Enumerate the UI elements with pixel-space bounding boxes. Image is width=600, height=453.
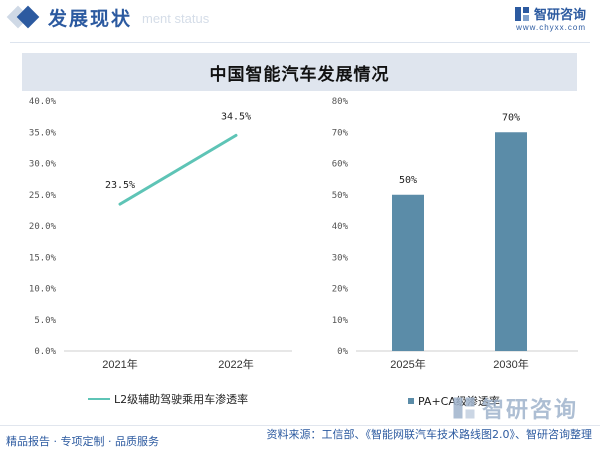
- line-chart: 0.0% 5.0% 10.0% 15.0% 20.0% 25.0% 30.0% …: [29, 97, 292, 371]
- y-tick-label: 70%: [332, 128, 349, 138]
- y-tick-label: 15.0%: [29, 253, 57, 263]
- y-tick-label: 0%: [337, 347, 348, 357]
- bar-2030: [495, 132, 527, 351]
- brand-name: 智研咨询: [533, 8, 586, 23]
- x-category-label: 2030年: [493, 357, 528, 371]
- data-label: 34.5%: [221, 111, 251, 122]
- brand-url: www.chyxx.com: [516, 23, 586, 32]
- legend-line-swatch: [88, 398, 110, 400]
- line-chart-y-axis: 0.0% 5.0% 10.0% 15.0% 20.0% 25.0% 30.0% …: [29, 97, 57, 357]
- y-tick-label: 60%: [332, 160, 349, 170]
- section-subtitle: ment status: [142, 11, 210, 26]
- chart-title: 中国智能汽车发展情况: [209, 64, 390, 85]
- data-label: 23.5%: [105, 180, 135, 191]
- data-label: 70%: [502, 112, 520, 123]
- footer-source: 资料来源：工信部、《智能网联汽车技术路线图2.0》、智研咨询整理: [266, 428, 593, 441]
- y-tick-label: 80%: [332, 97, 349, 107]
- x-category-label: 2021年: [102, 357, 137, 371]
- y-tick-label: 20.0%: [29, 222, 57, 232]
- data-label: 50%: [399, 175, 417, 186]
- y-tick-label: 50%: [332, 191, 349, 201]
- y-tick-label: 40.0%: [29, 97, 57, 107]
- y-tick-label: 25.0%: [29, 191, 57, 201]
- brand-logo: 智研咨询 www.chyxx.com: [514, 4, 586, 32]
- x-category-label: 2025年: [390, 357, 425, 371]
- watermark: 智研咨询: [452, 392, 578, 424]
- y-tick-label: 30.0%: [29, 160, 57, 170]
- x-category-label: 2022年: [218, 357, 253, 371]
- series-line-l2: [118, 133, 238, 206]
- footer: 精品报告 · 专项定制 · 品质服务 资料来源：工信部、《智能网联汽车技术路线图…: [0, 425, 600, 453]
- watermark-text: 智研咨询: [481, 398, 578, 423]
- y-tick-label: 40%: [332, 222, 349, 232]
- legend-square-swatch: [408, 398, 414, 404]
- legend-label: L2级辅助驾驶乘用车渗透率: [114, 393, 249, 406]
- brand-logo-icon: [514, 6, 529, 21]
- y-tick-label: 5.0%: [34, 316, 56, 326]
- footer-tagline: 精品报告 · 专项定制 · 品质服务: [6, 435, 159, 448]
- header-divider: [10, 42, 590, 43]
- bar-2025: [392, 194, 424, 351]
- bar-chart-y-axis: 0% 10% 20% 30% 40% 50% 60% 70% 80%: [332, 97, 349, 357]
- chart-title-bar: 中国智能汽车发展情况: [22, 53, 577, 91]
- y-tick-label: 0.0%: [34, 347, 56, 357]
- y-tick-label: 10%: [332, 316, 349, 326]
- bar-chart: 0% 10% 20% 30% 40% 50% 60% 70% 80% 50% 7…: [332, 97, 578, 371]
- y-tick-label: 35.0%: [29, 128, 57, 138]
- y-tick-label: 10.0%: [29, 285, 57, 295]
- watermark-logo-icon: [453, 397, 475, 419]
- section-header: 发展现状 ment status 智研咨询 www.chyxx.com: [0, 0, 600, 44]
- line-chart-legend: L2级辅助驾驶乘用车渗透率: [88, 391, 248, 407]
- section-title: 发展现状: [48, 8, 133, 30]
- y-tick-label: 20%: [332, 285, 349, 295]
- y-tick-label: 30%: [332, 253, 349, 263]
